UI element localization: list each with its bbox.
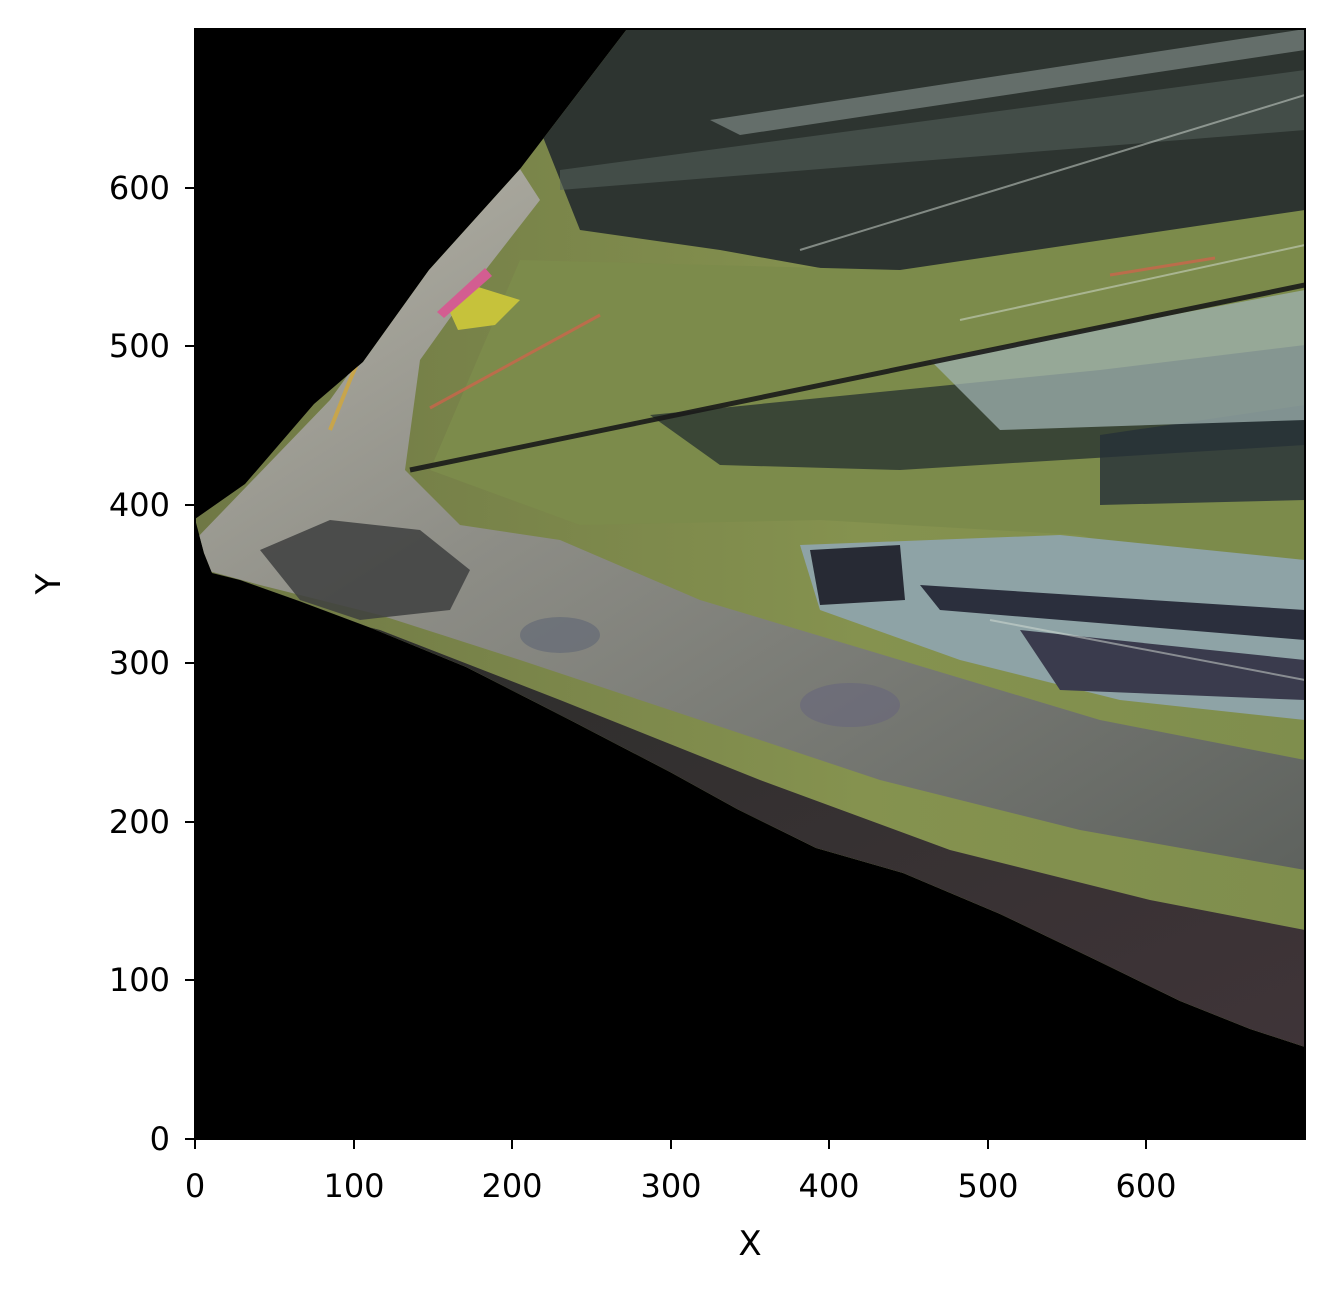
x-tick-label: 400 <box>798 1167 859 1205</box>
vehicle-streak-upper <box>930 290 1305 430</box>
x-tick-label: 200 <box>481 1167 542 1205</box>
road-surface <box>195 169 1305 870</box>
x-tick-label: 300 <box>640 1167 701 1205</box>
y-tick-label: 300 <box>109 644 170 682</box>
x-axis: 0 100 200 300 400 500 600 <box>185 1139 1177 1205</box>
y-axis: 0 100 200 300 400 500 600 <box>109 169 195 1158</box>
axes-frame <box>194 28 1306 1140</box>
y-tick-label: 500 <box>109 327 170 365</box>
y-axis-label: Y <box>29 573 69 595</box>
y-tick-label: 200 <box>109 803 170 841</box>
x-tick-label: 0 <box>185 1167 205 1205</box>
y-tick-label: 0 <box>150 1120 170 1158</box>
x-tick-label: 100 <box>323 1167 384 1205</box>
y-tick-label: 400 <box>109 486 170 524</box>
y-tick-label: 600 <box>109 169 170 207</box>
y-tick-label: 100 <box>109 961 170 999</box>
x-tick-label: 600 <box>1115 1167 1176 1205</box>
x-tick-label: 500 <box>957 1167 1018 1205</box>
x-axis-label: X <box>738 1224 761 1264</box>
lower-shadow-band <box>220 580 1305 1047</box>
